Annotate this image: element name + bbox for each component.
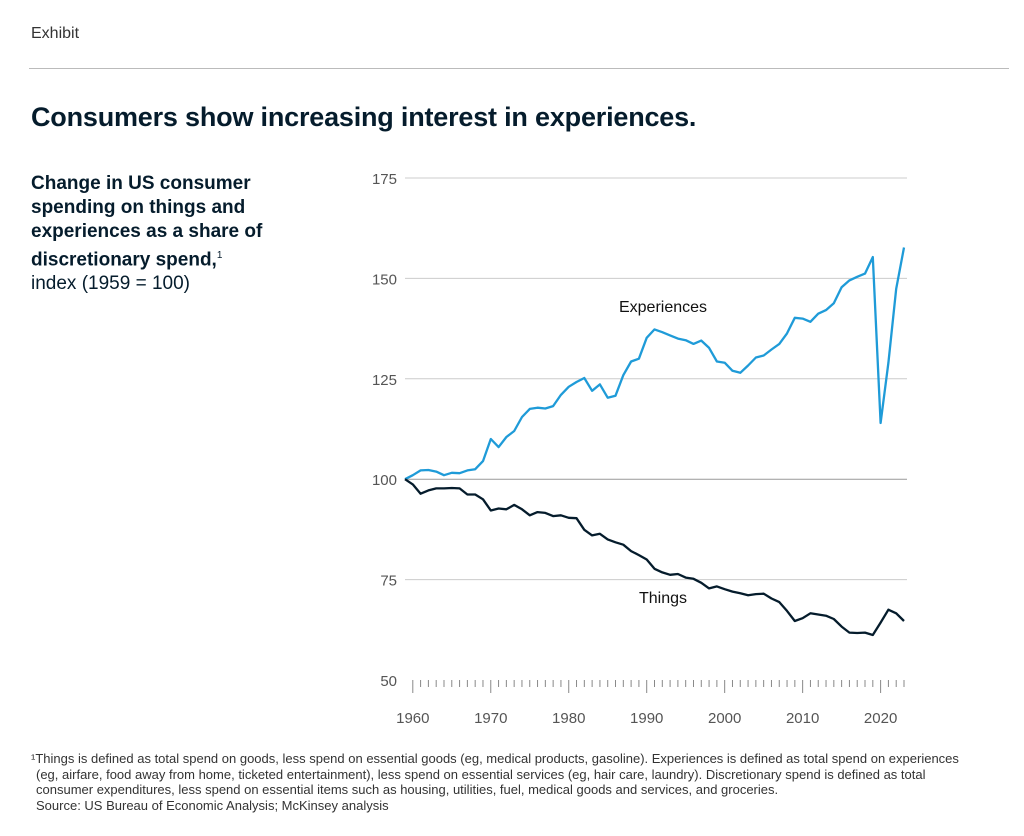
x-tick-label: 2010: [786, 710, 819, 727]
x-tick-label: 2020: [864, 710, 897, 727]
y-tick-label: 50: [380, 673, 397, 690]
footnotes: ¹Things is defined as total spend on goo…: [31, 751, 1006, 814]
series-line-things: [404, 478, 905, 637]
x-tick-label: 1960: [396, 710, 429, 727]
chart-title: Consumers show increasing interest in ex…: [31, 102, 697, 132]
exhibit-label: Exhibit: [31, 25, 80, 42]
x-tick-label: 1980: [552, 710, 585, 727]
subtitle-bold: Change in US consumer spending on things…: [31, 173, 263, 271]
divider: [29, 68, 1009, 69]
x-tick-label: 1970: [474, 710, 507, 727]
y-tick-label: 75: [380, 573, 397, 590]
footnote-line: ¹Things is defined as total spend on goo…: [31, 751, 959, 766]
series-label-experiences: Experiences: [619, 299, 707, 316]
source-line: Source: US Bureau of Economic Analysis; …: [36, 798, 389, 814]
series-label-things: Things: [639, 590, 687, 607]
x-tick-label: 1990: [630, 710, 663, 727]
y-tick-label: 175: [372, 171, 397, 188]
subtitle-index: index (1959 = 100): [31, 273, 190, 295]
y-tick-label: 150: [372, 271, 397, 288]
footnote-line: (eg, airfare, food away from home, ticke…: [36, 766, 926, 782]
y-tick-label: 100: [372, 472, 397, 489]
footnote-line: consumer expenditures, less spend on ess…: [36, 782, 779, 798]
x-tick-label: 2000: [708, 710, 741, 727]
footnote-mark: 1: [216, 250, 223, 261]
series-line-experiences: [404, 247, 906, 481]
line-chart: 50 75 100 125 150 175 1960 1970 1980 1990 2000 2010…: [372, 171, 907, 727]
y-tick-label: 125: [372, 372, 397, 389]
chart-subtitle: Change in US consumer spending on things…: [31, 172, 281, 296]
